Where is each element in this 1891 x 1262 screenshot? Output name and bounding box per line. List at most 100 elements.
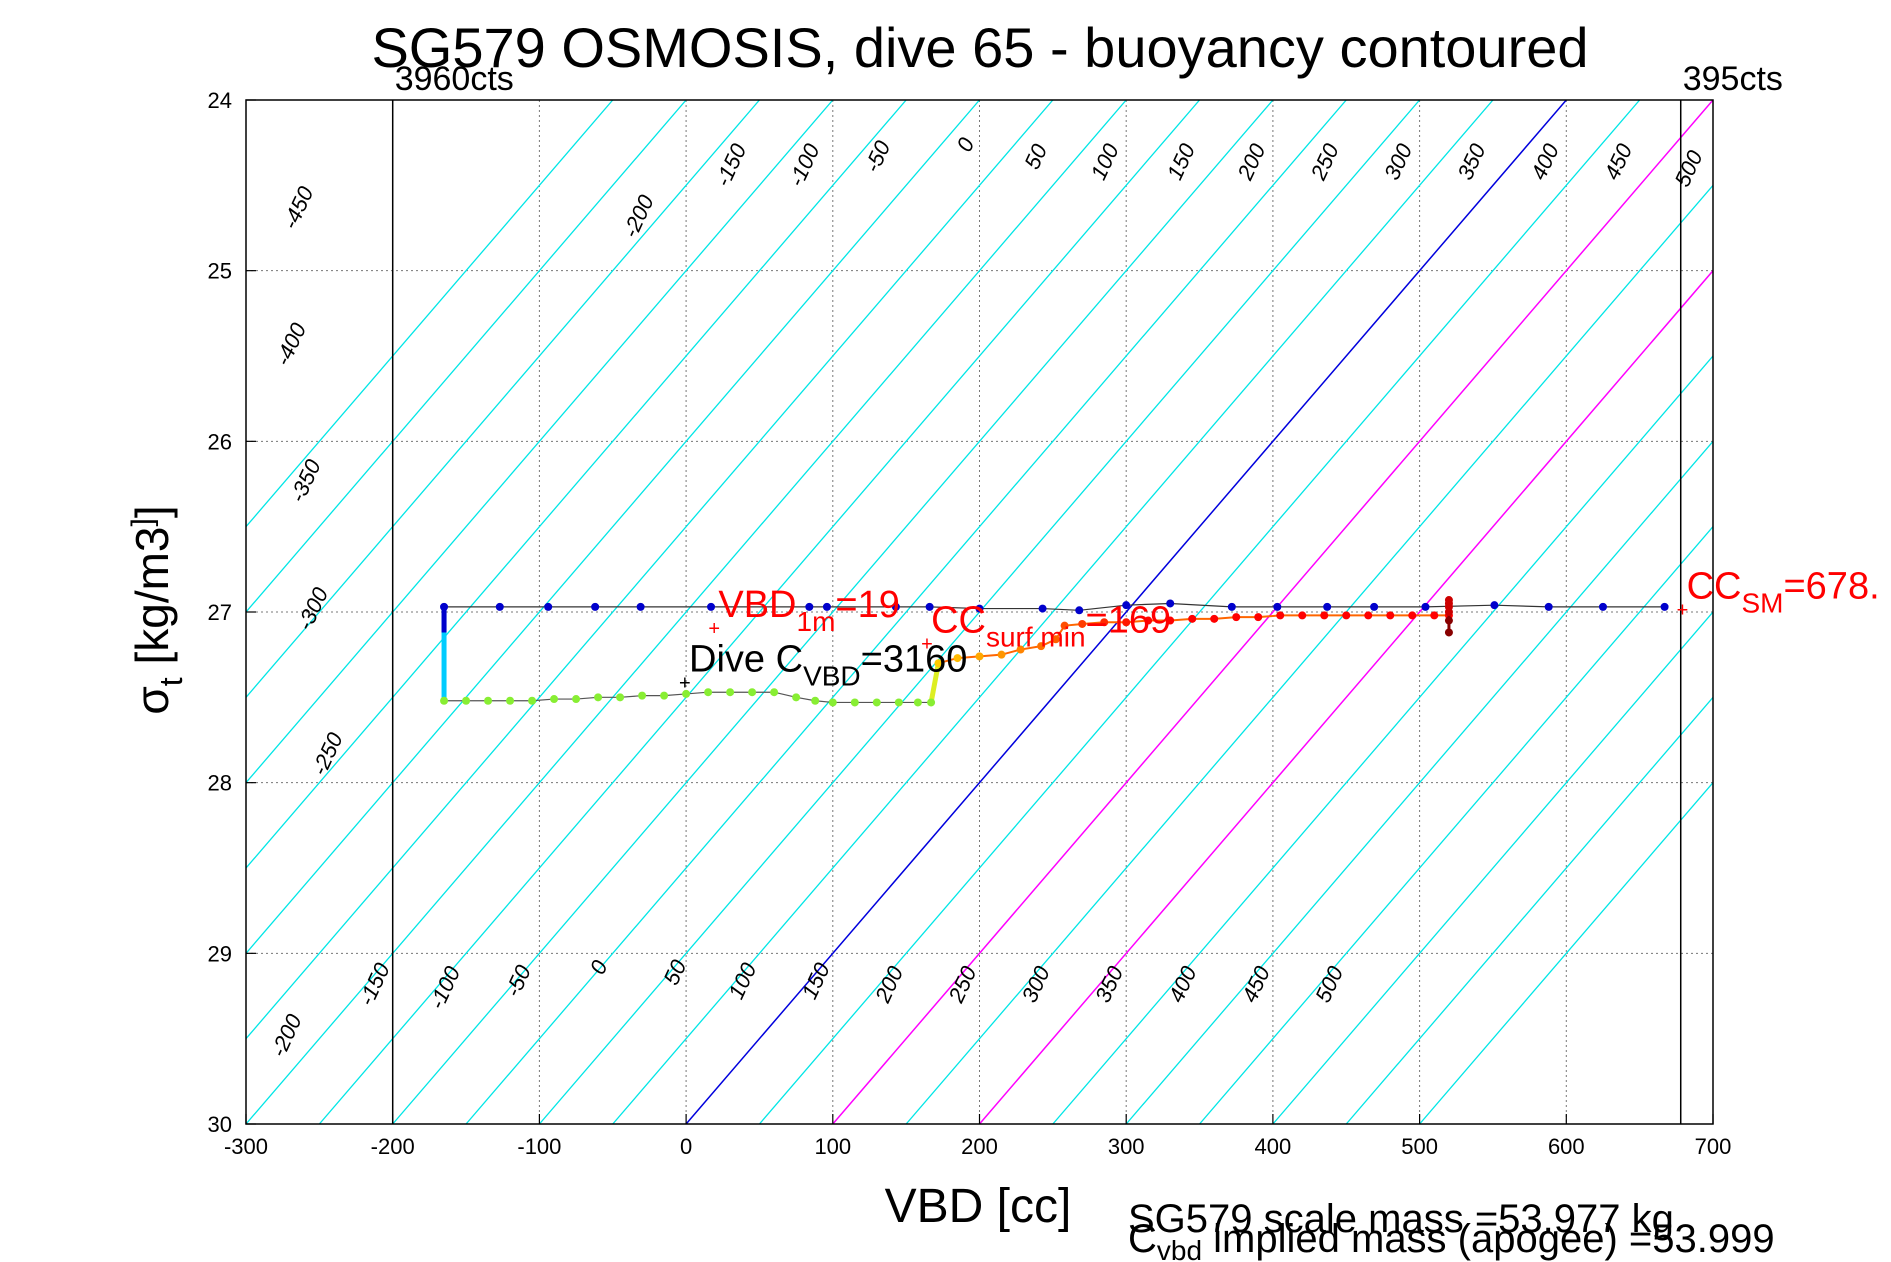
trace-point <box>1210 614 1219 623</box>
trace-point <box>1323 602 1332 611</box>
trace-point <box>636 602 645 611</box>
trace-point <box>616 693 625 702</box>
trace-point <box>1598 602 1607 611</box>
trace-point <box>544 602 553 611</box>
x-tick-label: 300 <box>1108 1134 1145 1159</box>
y-tick-label: 29 <box>208 941 232 966</box>
contour-line <box>246 100 687 613</box>
contour-line <box>832 100 1713 1124</box>
x-tick-label: 100 <box>814 1134 851 1159</box>
footer-line-1: SG579 scale mass =53.977 kg <box>1128 1197 1674 1241</box>
y-tick-label: 26 <box>208 429 232 454</box>
trace-point <box>822 602 831 611</box>
footer-line-2: Cvbd implied mass (apogee) =53.999 <box>1128 1217 1775 1262</box>
contour-line <box>246 100 1054 1040</box>
svg-text:σt [kg/m3]]: σt [kg/m3]] <box>126 505 189 714</box>
trace-point <box>934 659 943 668</box>
trace-point <box>1320 611 1329 620</box>
trace-point <box>975 604 984 613</box>
limit-lines: 3960cts 395cts <box>391 60 1783 1124</box>
annotation-marker: + <box>921 633 933 655</box>
contour-line <box>612 100 1494 1124</box>
contour-line <box>246 100 760 699</box>
trace-point <box>440 602 449 611</box>
limit-label: 3960cts <box>395 60 514 98</box>
trace-point <box>925 602 934 611</box>
contour-line <box>1052 355 1713 1124</box>
trace-point <box>1408 611 1417 620</box>
trace-point <box>704 688 713 697</box>
contour-line <box>392 100 1274 1124</box>
trace-point <box>682 689 691 698</box>
chart-title: SG579 OSMOSIS, dive 65 - buoyancy contou… <box>371 16 1588 79</box>
trace-point <box>1122 601 1131 610</box>
trace-point <box>495 602 504 611</box>
trace-point <box>1227 602 1236 611</box>
x-tick-label: 400 <box>1255 1134 1292 1159</box>
trace-point <box>1364 611 1373 620</box>
x-tick-label: -300 <box>224 1134 268 1159</box>
trace-point <box>591 602 600 611</box>
trace-point <box>1254 613 1263 622</box>
contour-line <box>465 100 1347 1124</box>
trace-point <box>891 602 900 611</box>
trace-point <box>894 698 903 707</box>
trace-point <box>506 696 515 705</box>
trace-point <box>1166 616 1175 625</box>
trace-point <box>1122 618 1131 627</box>
contour-line <box>758 100 1641 1124</box>
y-tick-label: 24 <box>208 88 232 113</box>
trace-point <box>1386 611 1395 620</box>
trace-point <box>1016 645 1025 654</box>
dive-trace <box>440 596 1669 707</box>
trace-point <box>572 695 581 704</box>
x-tick-label: -100 <box>517 1134 561 1159</box>
trace-point <box>1370 602 1379 611</box>
contour-line <box>1272 611 1713 1124</box>
trace-point <box>726 688 735 697</box>
footer-text: SG579 scale mass =53.977 kg Cvbd implied… <box>1128 1197 1775 1262</box>
trace-point <box>1490 601 1499 610</box>
x-axis-ticks: -300 -200 -100 0 100 200 300 400 500 600 700 <box>224 1114 1731 1159</box>
annotation-marker: + <box>679 673 691 695</box>
trace-point <box>1544 602 1553 611</box>
contour-line <box>1345 696 1713 1124</box>
turn-edge <box>928 662 941 703</box>
trace-point <box>1444 608 1453 616</box>
trace-point <box>1037 642 1046 651</box>
trace-point <box>1298 611 1307 620</box>
y-tick-label: 27 <box>208 600 232 625</box>
y-tick-label: 30 <box>208 1112 232 1137</box>
contour-line <box>1199 525 1713 1124</box>
x-tick-label: 500 <box>1401 1134 1438 1159</box>
contour-line <box>1125 440 1713 1124</box>
x-tick-label: 0 <box>680 1134 692 1159</box>
annotation-label: CCSM=678. <box>1687 565 1880 618</box>
contour-line <box>1419 781 1713 1124</box>
trace-point <box>1232 613 1241 622</box>
trace-point <box>1660 602 1669 611</box>
annotation-marker: + <box>708 618 720 640</box>
trace-point <box>1144 616 1153 625</box>
annotation-label: Dive CVBD=3160 <box>689 639 967 692</box>
trace-point <box>811 696 820 705</box>
trace-point <box>748 688 757 697</box>
y-tick-label: 25 <box>208 259 232 284</box>
x-tick-label: -200 <box>371 1134 415 1159</box>
trace-point <box>484 696 493 705</box>
trace-point <box>850 698 859 707</box>
trace-point <box>462 696 471 705</box>
trace-point <box>1342 611 1351 620</box>
trace-point <box>550 695 559 704</box>
trace-point <box>1430 611 1439 620</box>
y-axis-ticks: 24 25 26 27 28 29 30 <box>208 88 256 1137</box>
trace-point <box>997 650 1006 659</box>
trace-point <box>528 696 537 705</box>
trace-point <box>792 693 801 702</box>
trace-point <box>660 691 669 700</box>
contour-line <box>318 100 1201 1124</box>
contour-line <box>246 100 907 869</box>
upper-trace-line <box>444 602 1665 611</box>
trace-point <box>1075 606 1084 615</box>
